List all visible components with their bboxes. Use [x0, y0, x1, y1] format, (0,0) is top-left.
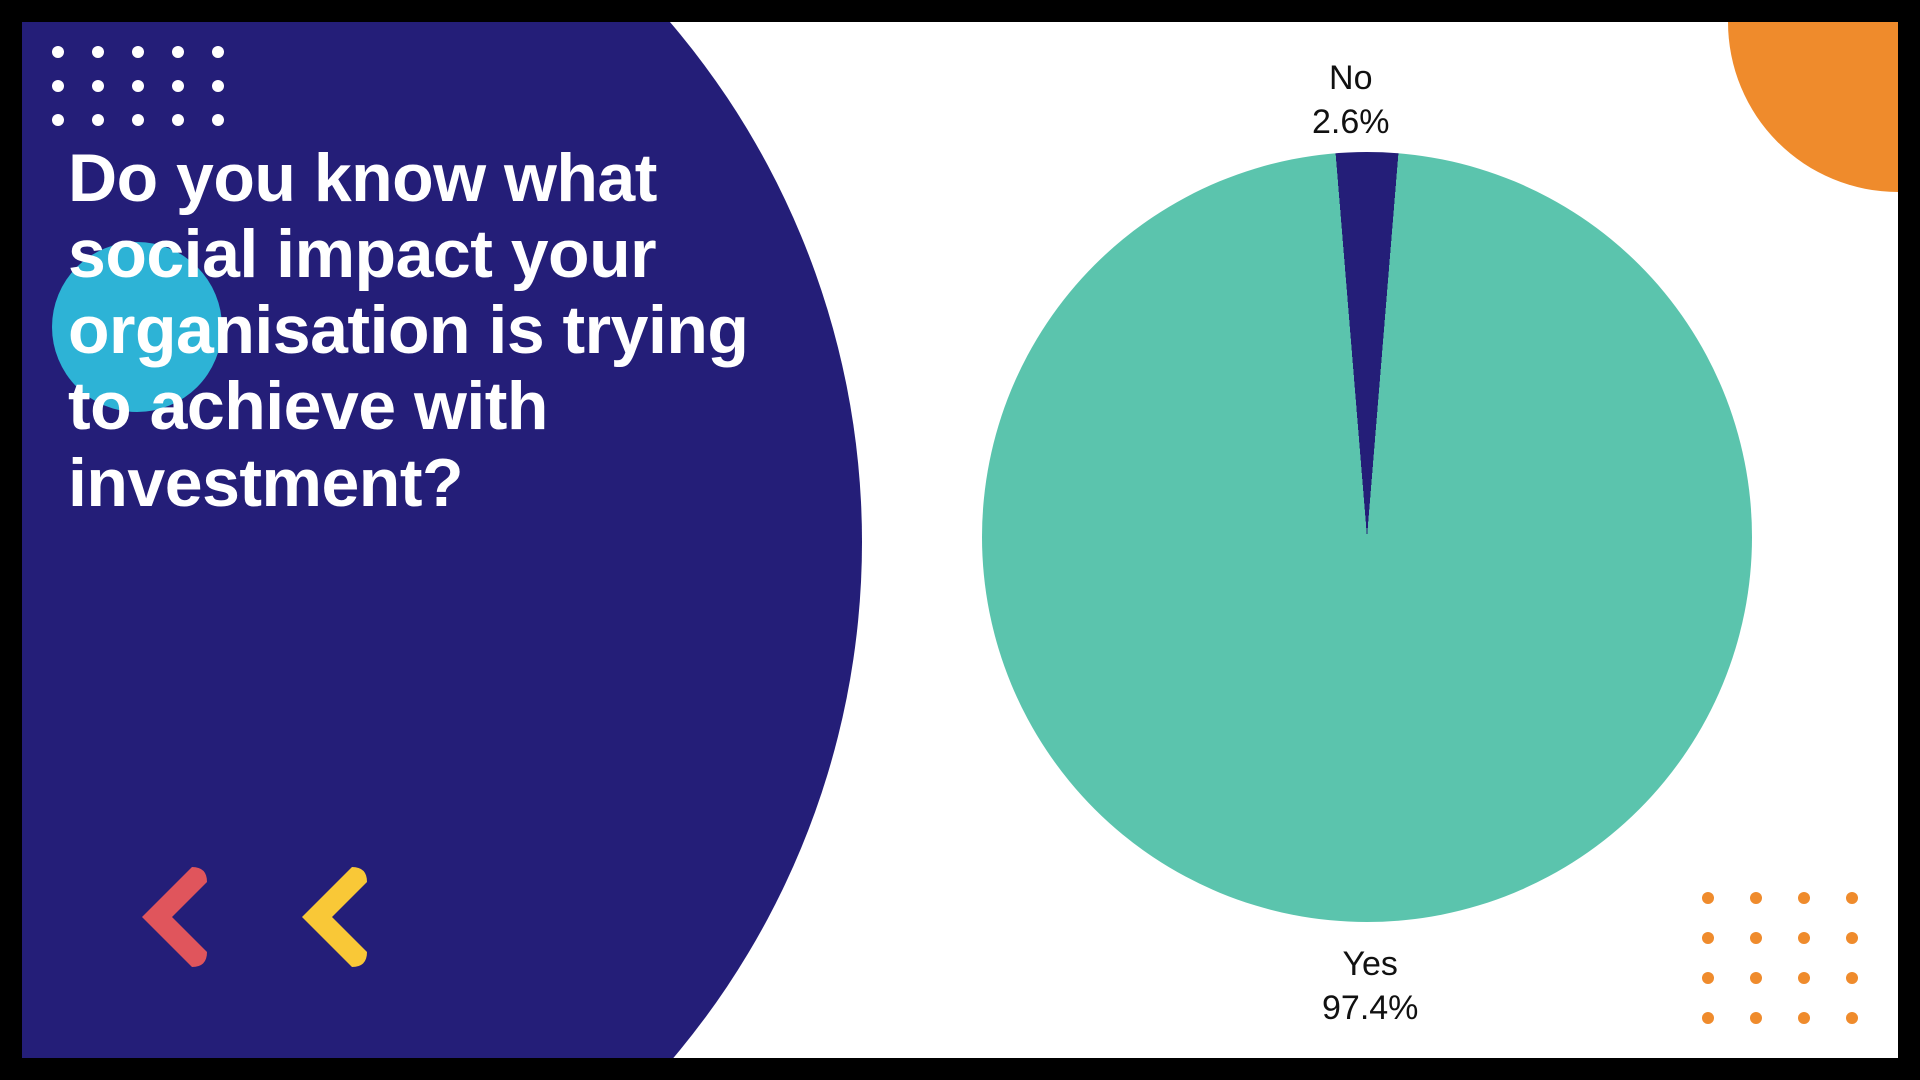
slide-frame: Do you know what social impact your orga… [22, 22, 1898, 1058]
chevrons-decoration [122, 852, 462, 982]
dot-grid-orange [1702, 892, 1858, 1024]
pie-label-no: No 2.6% [1312, 56, 1390, 144]
pie-label-no-name: No [1312, 56, 1390, 100]
pie-label-no-percent: 2.6% [1312, 100, 1390, 144]
pie-chart-body [982, 152, 1752, 922]
pie-label-yes-percent: 97.4% [1322, 986, 1418, 1030]
slide-title: Do you know what social impact your orga… [68, 140, 788, 521]
dot-grid-white [52, 46, 224, 126]
pie-label-yes-name: Yes [1322, 942, 1418, 986]
orange-corner-decoration [1728, 22, 1898, 192]
pie-chart [982, 152, 1752, 922]
pie-label-yes: Yes 97.4% [1322, 942, 1418, 1030]
